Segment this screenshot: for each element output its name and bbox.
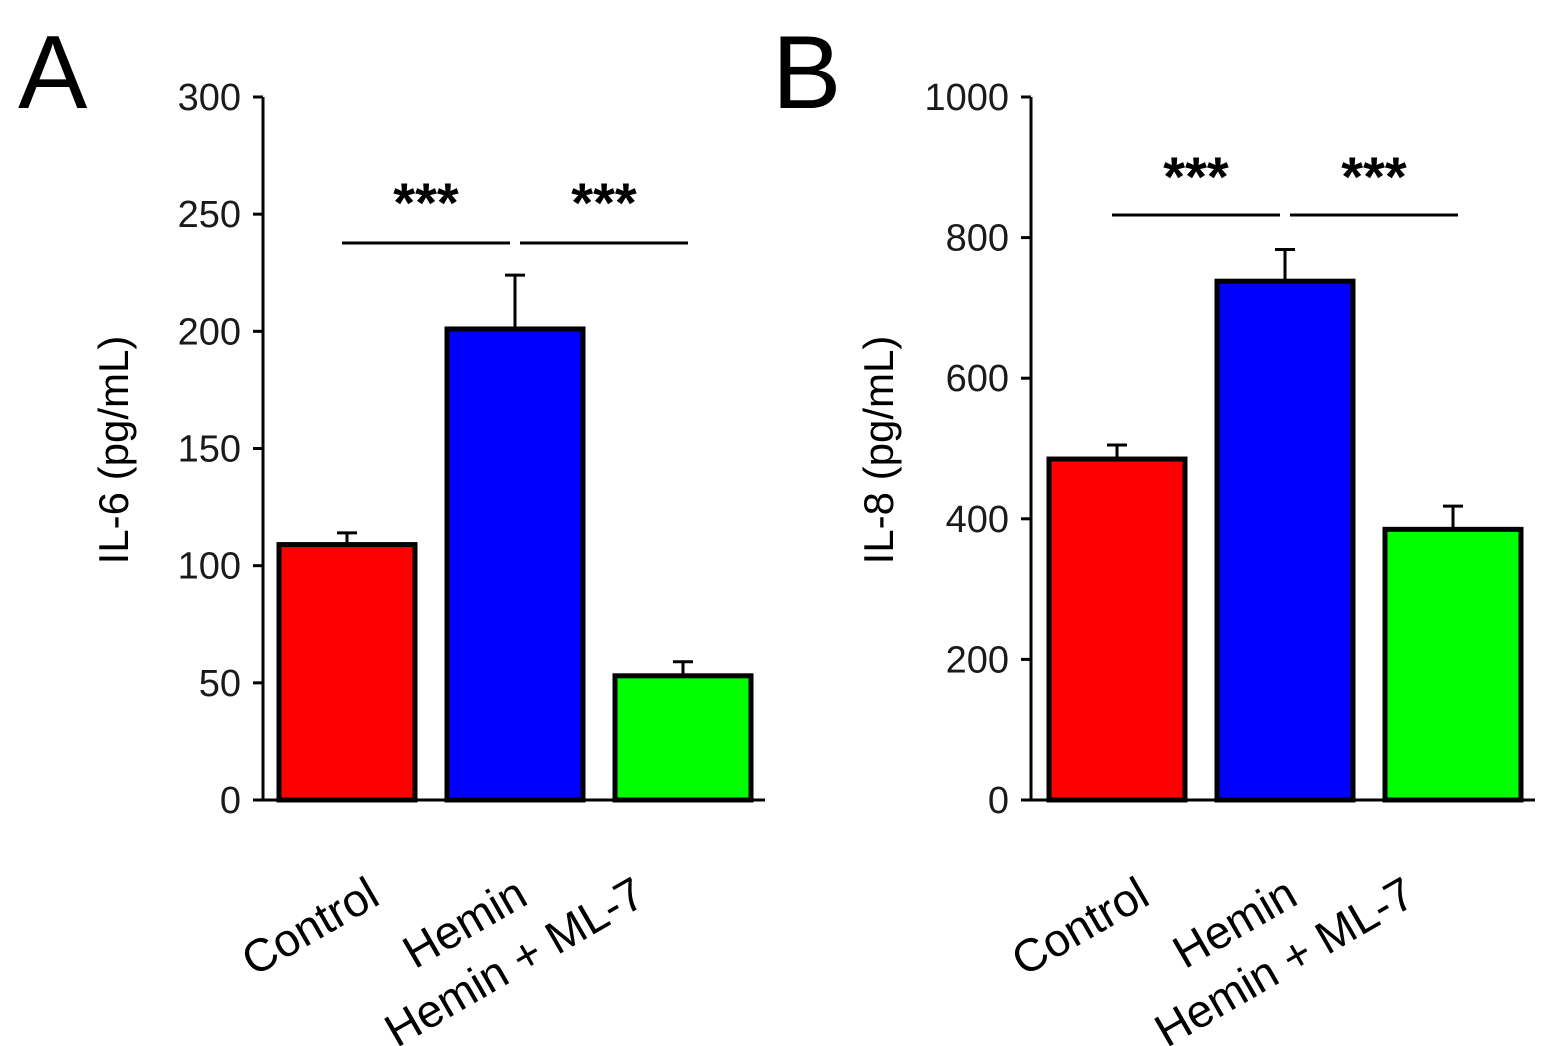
y-axis-label: IL-6 (pg/mL) <box>90 336 137 565</box>
significance-label: *** <box>1341 145 1407 208</box>
y-tick-label: 600 <box>946 358 1009 400</box>
panel-letter: A <box>18 15 88 131</box>
bar <box>444 326 586 803</box>
y-tick-label: 150 <box>178 429 241 471</box>
bar <box>612 673 754 803</box>
y-tick-label: 300 <box>178 77 241 119</box>
y-tick-label: 50 <box>199 663 241 705</box>
bar <box>1382 526 1524 803</box>
y-tick-label: 0 <box>220 780 241 822</box>
y-tick-label: 800 <box>946 218 1009 260</box>
y-axis-label: IL-8 (pg/mL) <box>855 336 902 565</box>
y-tick-label: 250 <box>178 194 241 236</box>
significance-label: *** <box>571 171 637 234</box>
y-tick-label: 100 <box>178 546 241 588</box>
significance-label: *** <box>1163 145 1229 208</box>
y-tick-label: 1000 <box>924 77 1009 119</box>
y-tick-label: 0 <box>988 780 1009 822</box>
bar <box>1046 456 1188 803</box>
panel-a: A IL-6 (pg/mL) 0 50 100 150 200 250 300 Control… <box>18 15 765 1046</box>
significance-label: *** <box>393 171 459 234</box>
y-tick-label: 200 <box>946 639 1009 681</box>
category-label: Control <box>1003 867 1157 986</box>
bar <box>1214 278 1356 803</box>
bar <box>276 542 418 803</box>
panel-letter: B <box>772 15 841 131</box>
y-tick-label: 400 <box>946 499 1009 541</box>
y-tick-label: 200 <box>178 311 241 353</box>
category-label: Control <box>233 867 387 986</box>
